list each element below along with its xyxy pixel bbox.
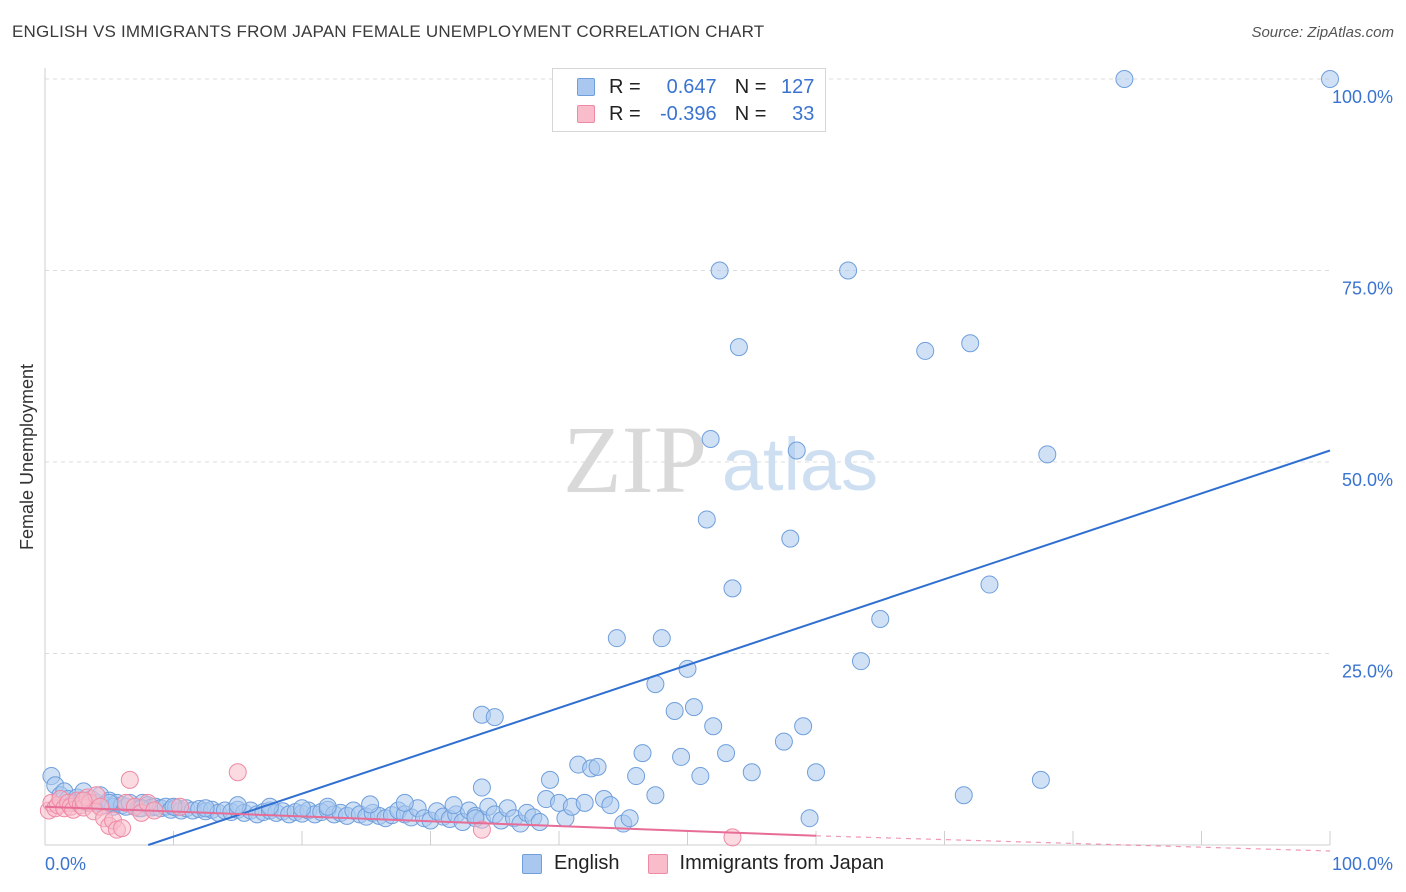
japan-point	[113, 819, 132, 838]
english-point	[794, 717, 813, 736]
japan-point	[472, 820, 491, 839]
english-point	[1321, 70, 1339, 88]
english-point	[717, 744, 736, 763]
english-point	[916, 341, 935, 360]
english-point	[541, 770, 560, 789]
english-trend-line	[147, 449, 1331, 846]
english-point	[672, 747, 691, 766]
axes	[44, 68, 1331, 846]
english-point	[395, 793, 414, 812]
english-point	[444, 796, 463, 815]
english-point	[701, 430, 720, 449]
japan-swatch	[577, 105, 595, 123]
japan-point	[74, 791, 93, 810]
english-point	[800, 809, 819, 828]
english-point	[723, 579, 742, 598]
x-tick-label-max: 100.0%	[1332, 854, 1393, 874]
english-point	[293, 799, 311, 818]
english-point	[530, 813, 549, 832]
chart-title: ENGLISH VS IMMIGRANTS FROM JAPAN FEMALE …	[12, 22, 765, 41]
y-tick-label-50: 50.0%	[1342, 470, 1393, 490]
english-legend-label: English	[553, 852, 620, 874]
english-point	[607, 629, 626, 648]
english-swatch	[577, 78, 595, 96]
english-point	[781, 529, 800, 548]
english-point	[691, 767, 710, 786]
grid-lines	[45, 78, 1330, 654]
english-point	[954, 786, 973, 805]
english-n-value: 127	[781, 75, 815, 98]
english-point	[839, 261, 858, 280]
legend-item-japan[interactable]: Immigrants from Japan	[647, 852, 885, 875]
english-point	[627, 767, 646, 786]
y-tick-label-100: 100.0%	[1332, 87, 1393, 107]
english-point	[1031, 770, 1050, 789]
english-point	[774, 732, 793, 751]
english-point	[961, 334, 980, 353]
japan-n-label: N =	[734, 102, 767, 125]
english-point	[1038, 445, 1057, 464]
legend-row-english: R = 0.647 N = 127	[577, 74, 814, 100]
english-n-label: N =	[734, 75, 767, 98]
source-label: Source: ZipAtlas.com	[1251, 24, 1394, 41]
japan-point	[723, 828, 742, 847]
english-point	[646, 786, 665, 805]
english-point	[601, 796, 620, 815]
japan-r-label: R =	[609, 102, 641, 125]
japan-point	[228, 763, 247, 782]
y-axis-label: Female Unemployment	[17, 364, 37, 550]
english-point	[318, 797, 337, 816]
japan-trend-line	[44, 805, 817, 837]
english-point	[652, 629, 671, 648]
english-point	[871, 610, 890, 629]
english-point	[1115, 70, 1134, 88]
english-point	[633, 744, 652, 763]
english-point	[851, 652, 870, 671]
english-point	[710, 261, 729, 280]
japan-point	[120, 770, 139, 789]
english-point	[228, 796, 247, 815]
series-legend: English Immigrants from Japan	[0, 852, 1406, 875]
english-point	[472, 778, 491, 797]
english-point	[684, 698, 703, 717]
tick-labels: 25.0% 50.0% 75.0% 100.0% 0.0% 100.0%	[45, 87, 1393, 874]
japan-n-value: 33	[792, 102, 815, 125]
english-r-value: 0.647	[666, 75, 717, 98]
english-point	[485, 708, 504, 727]
y-tick-label-75: 75.0%	[1342, 279, 1393, 299]
english-point	[697, 510, 716, 529]
japan-legend-label: Immigrants from Japan	[679, 852, 885, 874]
trend-lines	[44, 449, 1331, 852]
english-point	[665, 701, 684, 720]
watermark-zip: ZIP	[563, 406, 707, 513]
legend-item-english[interactable]: English	[521, 852, 620, 875]
watermark: ZIP atlas	[563, 406, 878, 513]
watermark-atlas: atlas	[722, 423, 878, 506]
english-point	[729, 338, 748, 357]
legend-row-japan: R = -0.396 N = 33	[577, 101, 814, 127]
english-point	[980, 575, 999, 594]
english-point	[588, 757, 607, 776]
y-tick-label-25: 25.0%	[1342, 662, 1393, 682]
english-r-label: R =	[609, 75, 641, 98]
japan-legend-swatch	[647, 853, 668, 874]
english-legend-swatch	[521, 853, 542, 874]
english-point	[787, 441, 806, 460]
english-point	[742, 763, 761, 782]
english-point	[361, 795, 380, 814]
english-point	[575, 793, 594, 812]
english-point	[620, 809, 639, 828]
correlation-legend: R = 0.647 N = 127 R = -0.396 N = 33	[552, 68, 826, 132]
english-point	[704, 717, 723, 736]
english-point	[196, 799, 215, 818]
english-point	[807, 763, 825, 782]
japan-r-value: -0.396	[659, 102, 717, 125]
x-tick-label-min: 0.0%	[45, 854, 86, 874]
